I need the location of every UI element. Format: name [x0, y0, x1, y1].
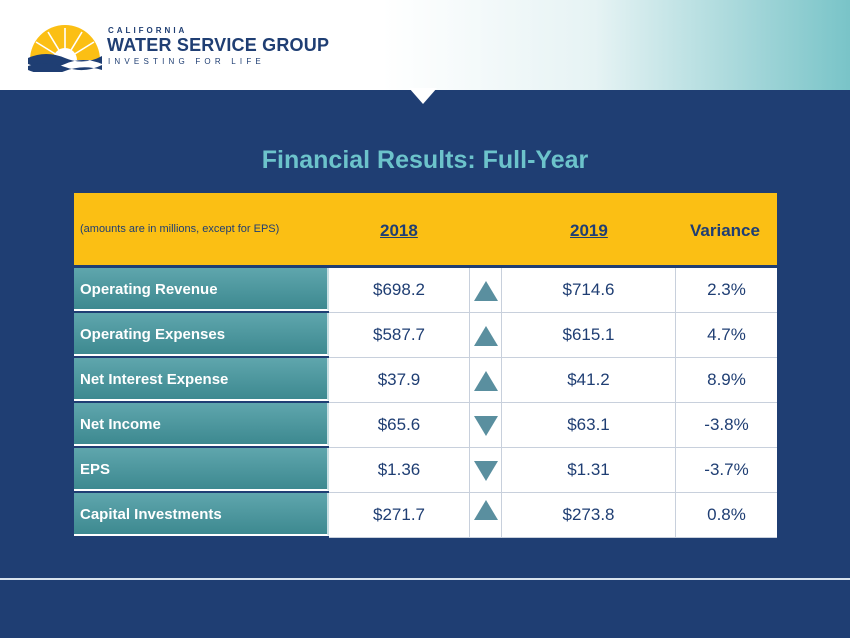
logo-line1: CALIFORNIA [108, 26, 188, 35]
header-notch [409, 88, 437, 104]
variance-value: 0.8% [676, 493, 777, 538]
row-label: Net Interest Expense [74, 358, 329, 401]
logo-line2: WATER SERVICE GROUP [107, 35, 330, 55]
trend-cell [470, 448, 502, 493]
trend-cell [470, 268, 502, 313]
trend-cell [470, 358, 502, 403]
trend-cell [470, 493, 502, 538]
arrow-down-icon [474, 461, 498, 481]
value-2018: $37.9 [329, 358, 470, 403]
table-row: Net Income $65.6 $63.1 -3.8% [74, 403, 777, 448]
header-banner [0, 0, 850, 90]
row-label: Operating Expenses [74, 313, 329, 356]
value-2018: $65.6 [329, 403, 470, 448]
amounts-note: (amounts are in millions, except for EPS… [80, 223, 280, 235]
column-header-variance: Variance [690, 221, 760, 240]
page-title: Financial Results: Full-Year [261, 146, 589, 174]
column-header-2019: 2019 [570, 221, 608, 240]
value-2018: $1.36 [329, 448, 470, 493]
value-2019: $63.1 [502, 403, 676, 448]
row-label: Net Income [74, 403, 329, 446]
arrow-up-icon [474, 281, 498, 301]
arrow-up-icon [474, 326, 498, 346]
column-header-2018: 2018 [380, 221, 418, 240]
row-label: Operating Revenue [74, 268, 329, 311]
footer-band [0, 580, 850, 638]
logo-line3: INVESTING FOR LIFE [108, 57, 265, 66]
arrow-up-icon [474, 371, 498, 391]
variance-value: -3.7% [676, 448, 777, 493]
value-2018: $698.2 [329, 268, 470, 313]
table-row: Capital Investments $271.7 $273.8 0.8% [74, 493, 777, 538]
row-label: EPS [74, 448, 329, 491]
variance-value: 8.9% [676, 358, 777, 403]
table-row: Operating Expenses $587.7 $615.1 4.7% [74, 313, 777, 358]
value-2019: $273.8 [502, 493, 676, 538]
value-2019: $714.6 [502, 268, 676, 313]
table-row: Net Interest Expense $37.9 $41.2 8.9% [74, 358, 777, 403]
variance-value: 4.7% [676, 313, 777, 358]
value-2019: $1.31 [502, 448, 676, 493]
trend-cell [470, 313, 502, 358]
value-2019: $41.2 [502, 358, 676, 403]
footer-divider [0, 578, 850, 580]
variance-value: -3.8% [676, 403, 777, 448]
trend-cell [470, 403, 502, 448]
table-row: Operating Revenue $698.2 $714.6 2.3% [74, 268, 777, 313]
arrow-down-icon [474, 416, 498, 436]
value-2018: $587.7 [329, 313, 470, 358]
value-2019: $615.1 [502, 313, 676, 358]
row-label: Capital Investments [74, 493, 329, 536]
financial-results-table: (amounts are in millions, except for EPS… [74, 193, 777, 538]
table-header-row: (amounts are in millions, except for EPS… [74, 193, 777, 265]
table-row: EPS $1.36 $1.31 -3.7% [74, 448, 777, 493]
value-2018: $271.7 [329, 493, 470, 538]
sun-logo-icon [28, 25, 102, 72]
variance-value: 2.3% [676, 268, 777, 313]
arrow-up-icon [474, 500, 498, 520]
